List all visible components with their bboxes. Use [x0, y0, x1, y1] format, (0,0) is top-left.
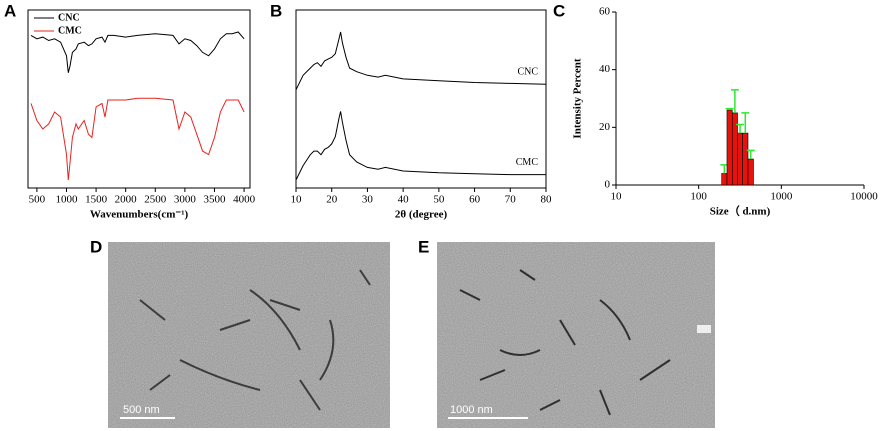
- x-tick-label: 2500: [144, 194, 167, 206]
- x-tick-label: 10: [611, 191, 623, 203]
- error-bar: [725, 107, 734, 111]
- x-tick-label: 3000: [174, 194, 197, 206]
- error-bar: [741, 112, 750, 134]
- panel-letter: E: [418, 237, 429, 256]
- error-bar: [736, 123, 745, 134]
- tem-image: 1000 nm: [437, 242, 715, 428]
- scale-bar-label: 500 nm: [123, 404, 160, 416]
- tem-image: 500 nm: [108, 242, 390, 428]
- x-tick-label: 500: [29, 194, 46, 206]
- x-tick-label: 4000: [233, 194, 256, 206]
- legend-label: CNC: [58, 12, 80, 23]
- panel-letter: B: [270, 1, 282, 20]
- y-tick-label: 20: [599, 121, 611, 133]
- x-tick-label: 100: [690, 191, 707, 203]
- series-line: [295, 31, 547, 91]
- error-bar: [746, 149, 755, 160]
- legend-label: CMC: [58, 25, 82, 36]
- y-axis-label: Intensity Percent: [572, 58, 584, 138]
- x-tick-label: 1000: [55, 194, 78, 206]
- series-line: [30, 97, 245, 181]
- error-bar: [730, 89, 739, 113]
- x-tick-label: 80: [541, 194, 553, 206]
- series-label: CNC: [517, 67, 538, 78]
- x-tick-label: 70: [505, 194, 517, 206]
- x-tick-label: 50: [433, 194, 445, 206]
- x-axis-label: Size（ d.nm): [710, 205, 771, 218]
- bar: [737, 132, 743, 186]
- x-tick-label: 60: [469, 194, 481, 206]
- panel-letter: C: [553, 1, 565, 20]
- plot-frame: [295, 9, 547, 189]
- panel-letter: D: [90, 237, 102, 256]
- x-tick-label: 3500: [203, 194, 226, 206]
- panel-letter: A: [4, 1, 16, 20]
- series-line: [30, 31, 245, 73]
- series-label: CMC: [516, 157, 539, 168]
- bar: [742, 132, 749, 186]
- bar: [726, 109, 733, 186]
- x-tick-label: 1500: [85, 194, 108, 206]
- y-tick-label: 0: [605, 179, 611, 191]
- bar: [747, 158, 754, 186]
- x-tick-label: 1000: [770, 191, 793, 203]
- x-tick-label: 10000: [850, 191, 878, 203]
- x-tick-label: 30: [362, 194, 374, 206]
- x-tick-label: 10: [291, 194, 303, 206]
- y-tick-label: 40: [599, 63, 611, 75]
- y-tick-label: 60: [599, 6, 611, 18]
- series-line: [295, 111, 546, 181]
- x-tick-label: 2000: [115, 194, 138, 206]
- x-tick-label: 20: [326, 194, 338, 206]
- bar: [721, 173, 728, 186]
- x-axis-label: 2θ (degree): [395, 209, 448, 221]
- x-axis-label: Wavenumbers(cm⁻¹): [90, 209, 189, 221]
- scale-bar-label: 1000 nm: [450, 404, 493, 416]
- plot-frame: [27, 9, 251, 189]
- x-tick-label: 40: [398, 194, 410, 206]
